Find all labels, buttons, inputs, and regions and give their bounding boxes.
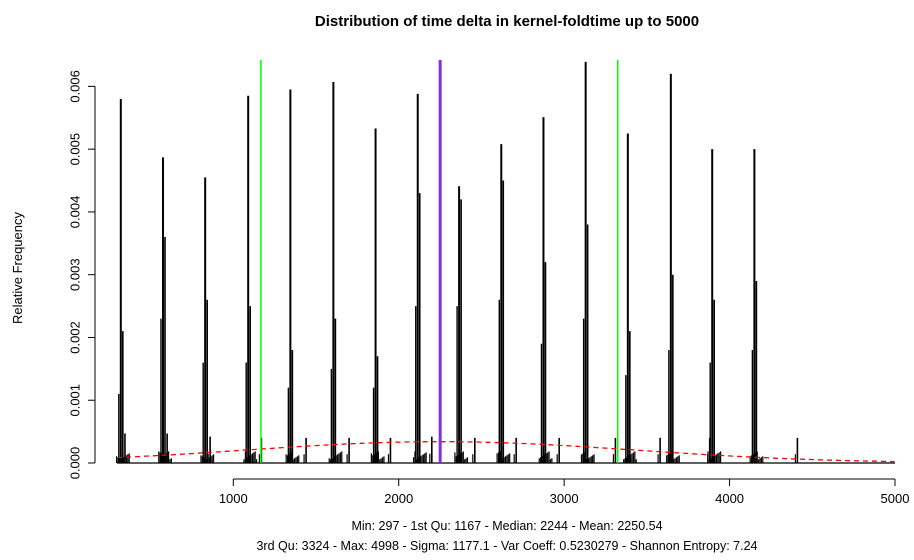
summary-line-2: 3rd Qu: 3324 - Max: 4998 - Sigma: 1177.1… [256, 539, 757, 553]
summary-line-1: Min: 297 - 1st Qu: 1167 - Median: 2244 -… [351, 519, 662, 533]
y-tick-label: 0.000 [67, 447, 82, 480]
y-tick-label: 0.002 [67, 321, 82, 354]
x-tick-label: 1000 [219, 491, 248, 506]
chart-title: Distribution of time delta in kernel-fol… [315, 13, 699, 30]
density-curve [116, 441, 895, 463]
y-tick-label: 0.003 [67, 258, 82, 291]
y-tick-label: 0.001 [67, 384, 82, 417]
y-axis-label: Relative Frequency [10, 212, 25, 324]
y-tick-label: 0.006 [67, 70, 82, 103]
chart-marks [116, 60, 895, 464]
y-tick-label: 0.005 [67, 133, 82, 166]
chart-axes: 0.000 0.001 0.002 0.003 0.004 0.005 0.006 1000 2… [67, 70, 909, 506]
x-tick-label: 2000 [384, 491, 413, 506]
x-tick-label: 3000 [550, 491, 579, 506]
x-tick-label: 5000 [881, 491, 910, 506]
y-tick-label: 0.004 [67, 196, 82, 229]
x-tick-label: 4000 [715, 491, 744, 506]
